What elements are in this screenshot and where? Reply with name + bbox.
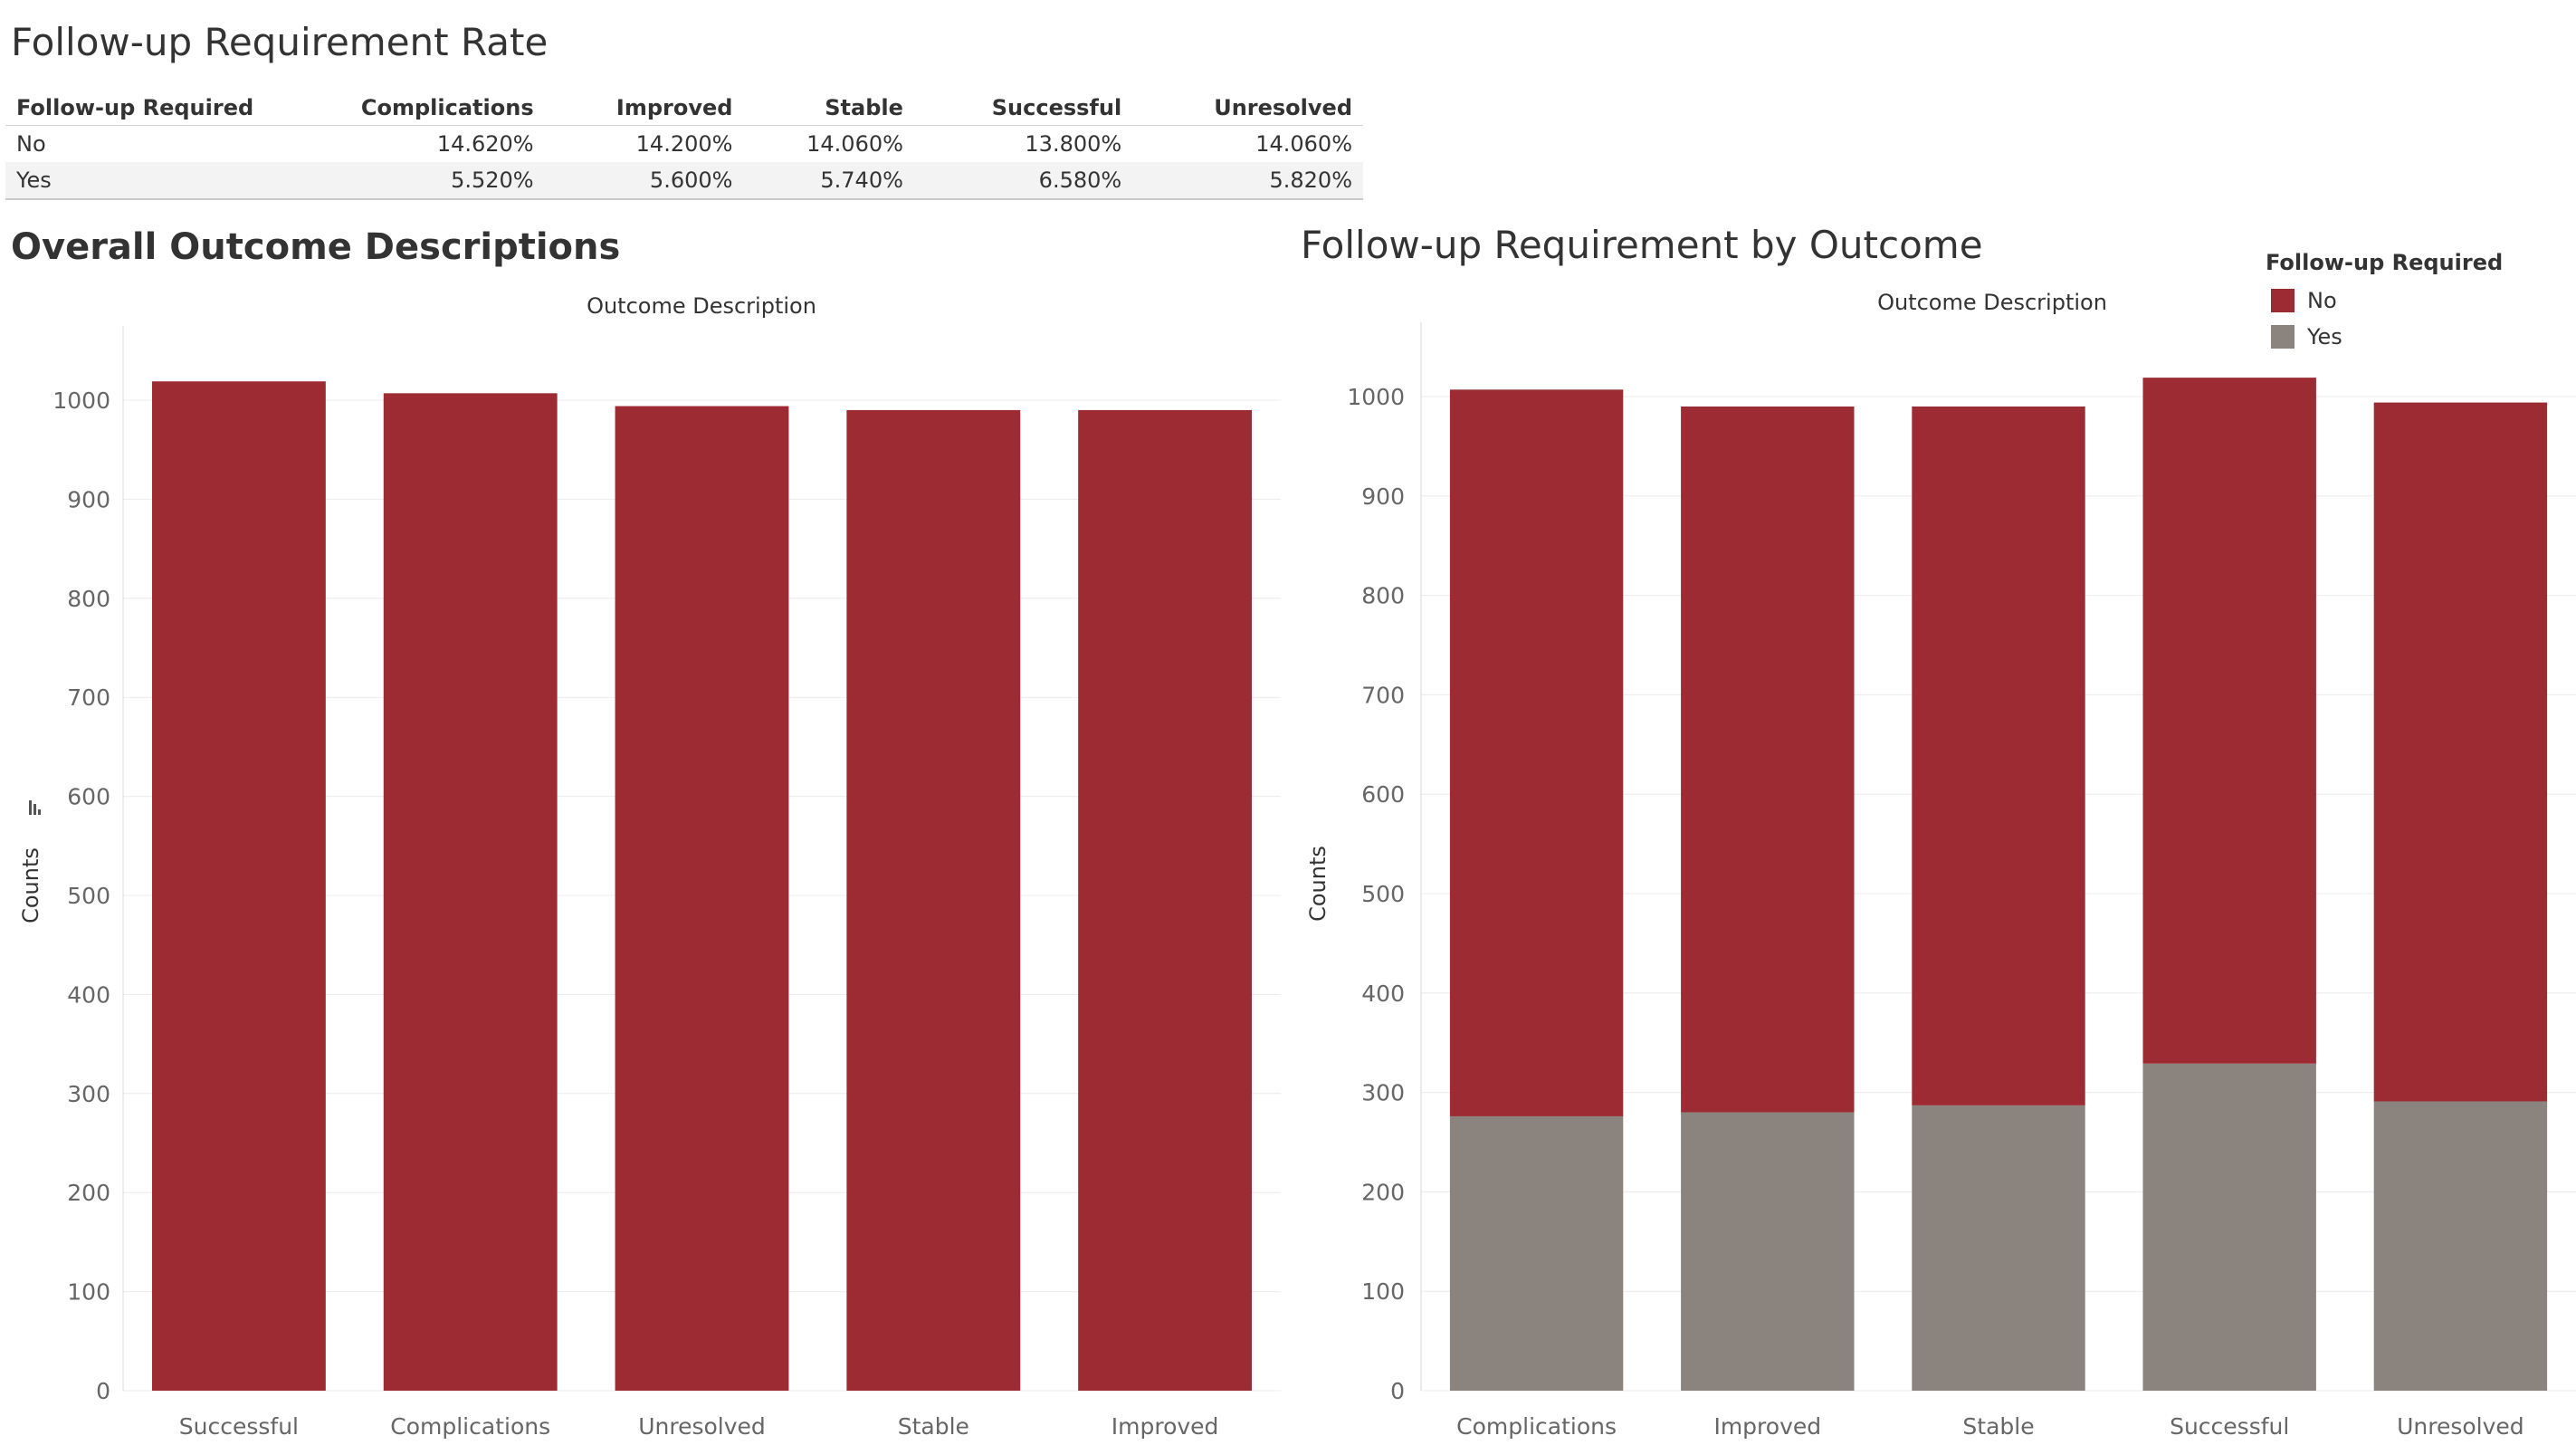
y-tick-label: 500 [67, 883, 110, 909]
overall-outcome-bar-chart[interactable]: 0 100 200 300 400 500 600 700 800 900 1000 Outcome … [0, 290, 1294, 1445]
y-tick-label: 400 [1361, 981, 1405, 1007]
x-tick-label: Stable [1962, 1413, 2034, 1440]
sort-icon[interactable] [29, 800, 41, 815]
y-tick-label: 700 [67, 684, 110, 711]
column-header-successful[interactable]: Successful [913, 91, 1133, 126]
column-header-followup[interactable]: Follow-up Required [5, 91, 265, 126]
y-tick-label: 600 [67, 784, 110, 810]
legend-label-no: No [2307, 288, 2337, 313]
row-label: Yes [5, 162, 265, 200]
y-tick-label: 900 [67, 486, 110, 512]
bar-segment-yes[interactable] [1681, 1112, 1855, 1391]
bar-segment-no[interactable] [2142, 378, 2316, 1064]
column-header-complications[interactable]: Complications [264, 91, 545, 126]
y-tick-label: 100 [1361, 1278, 1405, 1305]
bar[interactable] [151, 381, 326, 1391]
y-tick-label: 800 [67, 586, 110, 612]
sort-icon-bar [33, 804, 36, 815]
legend-swatch-no [2271, 289, 2295, 312]
y-tick-label: 0 [96, 1378, 110, 1404]
column-header-stable[interactable]: Stable [743, 91, 914, 126]
overall-outcome-title: Overall Outcome Descriptions [11, 226, 621, 268]
bar-segment-no[interactable] [1449, 389, 1624, 1116]
x-tick-label: Unresolved [2397, 1413, 2524, 1440]
legend-item-no[interactable]: No [2266, 282, 2503, 319]
bar-segment-yes[interactable] [2373, 1101, 2548, 1391]
sort-icon-bar [29, 800, 32, 815]
bar-segment-yes[interactable] [2142, 1063, 2316, 1391]
table-cell: 14.060% [806, 131, 903, 157]
table-cell: 5.820% [1132, 162, 1363, 200]
y-tick-label: 1000 [52, 388, 110, 414]
table-cell: 14.200% [635, 131, 733, 157]
sort-icon-bar [38, 809, 41, 815]
table-cell: 14.060% [1255, 131, 1352, 157]
y-tick-label: 300 [67, 1081, 110, 1107]
bar[interactable] [383, 393, 558, 1391]
table-cell: 14.620% [436, 131, 534, 157]
x-tick-label: Improved [1713, 1413, 1821, 1440]
followup-by-outcome-title: Follow-up Requirement by Outcome [1301, 223, 1983, 267]
y-tick-label: 200 [67, 1180, 110, 1206]
x-tick-label: Improved [1111, 1413, 1219, 1440]
legend-swatch-yes [2271, 325, 2295, 349]
column-header-label: Outcome Description [1877, 290, 2107, 315]
column-header-improved[interactable]: Improved [544, 91, 744, 126]
y-tick-label: 1000 [1347, 384, 1405, 410]
y-axis-label: Counts [18, 847, 43, 923]
bar[interactable] [1078, 409, 1253, 1392]
row-label: No [16, 131, 46, 157]
legend-label-yes: Yes [2307, 324, 2342, 349]
summary-title: Follow-up Requirement Rate [11, 20, 549, 64]
y-tick-label: 400 [67, 981, 110, 1008]
y-tick-label: 0 [1390, 1378, 1405, 1404]
x-tick-label: Complications [390, 1413, 550, 1440]
legend: Follow-up Required No Yes [2266, 250, 2503, 355]
x-tick-label: Successful [2170, 1413, 2289, 1440]
bar-segment-no[interactable] [1681, 406, 1855, 1113]
x-tick-label: Successful [179, 1413, 299, 1440]
x-tick-label: Complications [1456, 1413, 1617, 1440]
y-tick-label: 100 [67, 1279, 110, 1306]
table-cell: 5.740% [743, 162, 914, 200]
follow-up-rate-table: Follow-up Required Complications Improve… [5, 91, 1363, 200]
y-tick-label: 900 [1361, 483, 1405, 510]
table-row-no[interactable]: No 14.620% 14.200% 14.060% 13.800% 14.06… [5, 126, 1363, 163]
x-tick-label: Unresolved [638, 1413, 766, 1440]
bar-segment-no[interactable] [1912, 406, 2085, 1105]
followup-stacked-bar-chart[interactable]: 0 100 200 300 400 500 600 700 800 900 1000 Outcome … [1294, 290, 2576, 1445]
y-tick-label: 600 [1361, 781, 1405, 808]
y-tick-label: 200 [1361, 1179, 1405, 1205]
column-header-label: Outcome Description [587, 293, 816, 319]
table-header-row: Follow-up Required Complications Improve… [5, 91, 1363, 126]
bar-segment-yes[interactable] [1449, 1115, 1624, 1391]
bar[interactable] [615, 406, 789, 1392]
table-row-yes[interactable]: Yes 5.520% 5.600% 5.740% 6.580% 5.820% [5, 162, 1363, 200]
table-cell: 5.600% [544, 162, 744, 200]
table-cell: 5.520% [264, 162, 545, 200]
column-header-unresolved[interactable]: Unresolved [1132, 91, 1363, 126]
y-tick-label: 700 [1361, 682, 1405, 708]
legend-title: Follow-up Required [2266, 250, 2504, 275]
y-tick-label: 300 [1361, 1080, 1405, 1106]
y-tick-label: 500 [1361, 881, 1405, 907]
x-tick-label: Stable [898, 1413, 969, 1440]
bar-segment-yes[interactable] [1912, 1105, 2085, 1391]
bar[interactable] [846, 409, 1021, 1392]
y-axis-label: Counts [1305, 846, 1331, 922]
y-tick-label: 800 [1361, 583, 1405, 609]
bar-segment-no[interactable] [2373, 402, 2548, 1102]
table-cell: 6.580% [913, 162, 1133, 200]
table-cell: 13.800% [1025, 131, 1122, 157]
legend-item-yes[interactable]: Yes [2266, 319, 2503, 355]
